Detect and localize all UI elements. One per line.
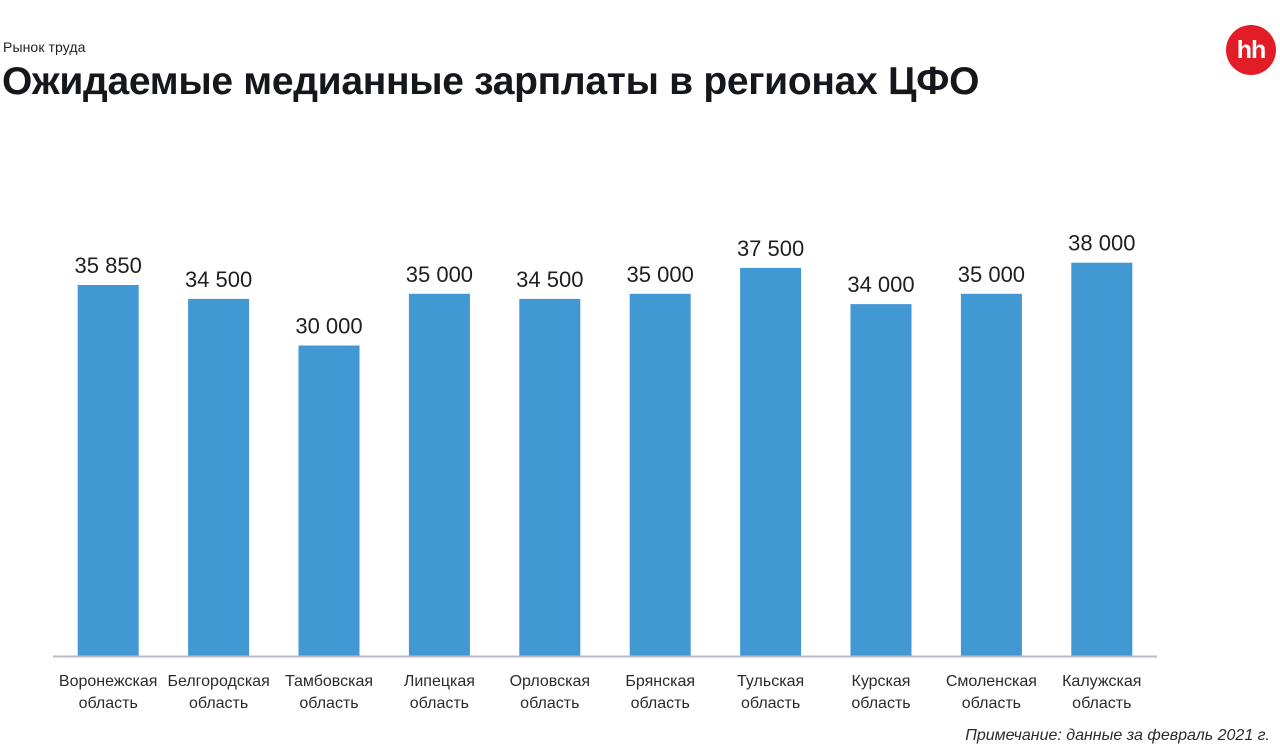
bar-8 [850, 304, 912, 656]
page-title: Ожидаемые медианные зарплаты в регионах … [2, 60, 980, 103]
category-label-5-line-1: Орловская [510, 673, 590, 690]
category-label-10-line-1: Калужская [1062, 673, 1141, 690]
value-label-7: 37 500 [737, 236, 804, 261]
category-label-4-line-1: Липецкая [404, 673, 475, 690]
category-label-7-line-1: Тульская [737, 673, 804, 690]
bar-9 [960, 293, 1022, 657]
bar-7 [740, 267, 802, 656]
footnote: Примечание: данные за февраль 2021 г. [965, 727, 1270, 744]
category-label-2-line-2: область [189, 695, 248, 712]
category-label-3-line-1: Тамбовская [285, 673, 373, 690]
bar-3 [298, 345, 360, 656]
category-label-1-line-1: Воронежская [59, 673, 158, 690]
bar-2 [188, 298, 250, 656]
category-label-6-line-2: область [631, 695, 690, 712]
value-label-10: 38 000 [1068, 231, 1135, 256]
category-label-6-line-1: Брянская [625, 673, 695, 690]
value-label-4: 35 000 [406, 262, 473, 287]
category-label-9-line-1: Смоленская [946, 673, 1037, 690]
bar-4 [408, 293, 470, 657]
category-label-7-line-2: область [741, 695, 800, 712]
hh-logo: hh [1226, 25, 1276, 75]
value-label-5: 34 500 [516, 267, 583, 292]
category-label-2-line-1: Белгородская [167, 673, 269, 690]
value-label-6: 35 000 [627, 262, 694, 287]
section-label: Рынок труда [3, 39, 86, 55]
value-label-1: 35 850 [75, 253, 142, 278]
bar-10 [1071, 262, 1133, 656]
category-label-8-line-2: область [851, 695, 910, 712]
value-label-8: 34 000 [847, 272, 914, 297]
category-label-8-line-1: Курская [852, 673, 911, 690]
bar-6 [629, 293, 691, 657]
category-label-3-line-2: область [299, 695, 358, 712]
category-label-10-line-2: область [1072, 695, 1131, 712]
bar-5 [519, 298, 581, 656]
value-label-2: 34 500 [185, 267, 252, 292]
category-label-9-line-2: область [962, 695, 1021, 712]
value-label-9: 35 000 [958, 262, 1025, 287]
category-label-1-line-2: область [79, 695, 138, 712]
category-label-5-line-2: область [520, 695, 579, 712]
bar-1 [77, 285, 139, 656]
category-label-4-line-2: область [410, 695, 469, 712]
value-label-3: 30 000 [295, 314, 362, 339]
